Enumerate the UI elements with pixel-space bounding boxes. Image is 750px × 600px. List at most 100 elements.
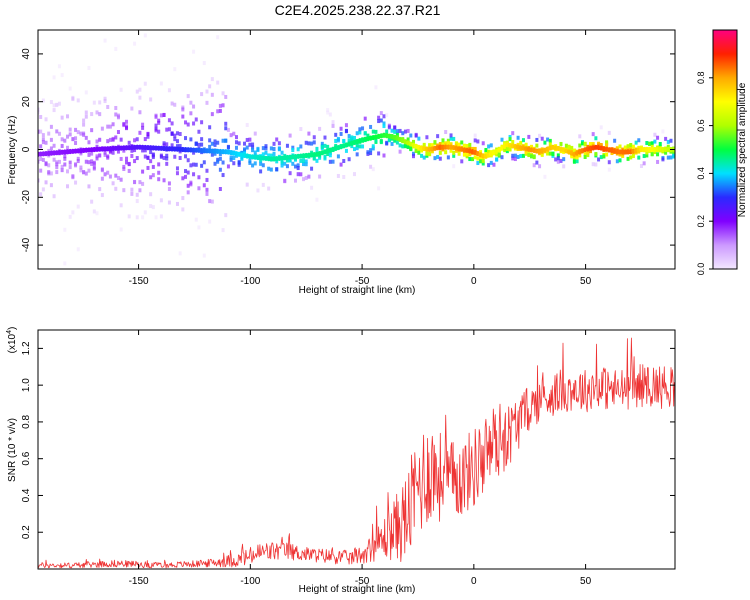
spectrogram-cell (395, 132, 399, 137)
spectrogram-cell (312, 156, 316, 161)
spectrogram-cell (310, 166, 314, 171)
spectrogram-cell (446, 155, 450, 160)
spectrogram-cell (167, 88, 171, 93)
spectrogram-cell (511, 139, 515, 144)
colorbar-tick-label: 0.0 (696, 263, 706, 276)
spectrogram-cell (175, 171, 179, 176)
spectrogram-cell (234, 145, 238, 150)
spectrogram-cell (90, 161, 94, 166)
spectrogram-cell (315, 146, 319, 151)
spectrogram-cell (626, 144, 630, 149)
snr-y-scale-factor: (x104) (6, 327, 18, 354)
spectrogram-cell (210, 141, 214, 146)
spectrogram-cell (52, 75, 56, 80)
spectrogram-cell (336, 154, 340, 159)
spectrogram-cell (476, 139, 480, 144)
spectrogram-cell (398, 143, 402, 148)
spectrogram-cell (267, 153, 271, 158)
spectrogram-cell (425, 153, 429, 158)
y-tick-label: 40 (21, 48, 32, 60)
spectrogram-cell (141, 215, 145, 220)
y-tick-label: -40 (21, 237, 32, 252)
spectrogram-cell (192, 172, 196, 177)
spectrogram-cell (420, 153, 424, 158)
spectrogram-cell (49, 100, 53, 105)
spectrogram-cell (216, 109, 220, 114)
spectrogram-cell (465, 144, 469, 149)
spectrogram-cell (202, 61, 206, 66)
spectrogram-cell (331, 120, 335, 125)
spectrogram-cell (548, 151, 552, 156)
spectrogram-cell (87, 65, 91, 70)
spectrogram-cell (291, 161, 295, 166)
spectrogram-cell (452, 150, 456, 155)
spectrogram-cell (248, 160, 252, 165)
spectrogram-cell (387, 138, 391, 143)
spectrogram-cell (216, 80, 220, 85)
spectrogram-cell (194, 117, 198, 122)
spectrogram-cell (133, 41, 137, 46)
spectrogram-cell (495, 157, 499, 162)
spectrogram-cell (277, 141, 281, 146)
spectrogram-cell (444, 130, 448, 135)
spectrogram-cell (438, 156, 442, 161)
spectrogram-cell (583, 141, 587, 146)
spectrogram-cell (229, 133, 233, 138)
spectrogram-cell (513, 153, 517, 158)
spectrogram-cell (186, 190, 190, 195)
spectrogram-cell (328, 150, 332, 155)
spectrogram-cell (200, 92, 204, 97)
spectrogram-cell (602, 154, 606, 159)
spectrogram-cell (98, 153, 102, 158)
spectrogram-cell (328, 112, 332, 117)
spectrogram-cell (417, 136, 421, 141)
spectrogram-cell (656, 152, 660, 157)
spectrogram-cell (481, 158, 485, 163)
spectrogram-cell (623, 145, 627, 150)
spectrogram-cell (318, 155, 322, 160)
spectrogram-cell (344, 129, 348, 134)
spectrogram-cell (363, 116, 367, 121)
spectrogram-cell (141, 125, 145, 130)
spectrogram-cell (629, 143, 633, 148)
spectrogram-cell (74, 136, 78, 141)
spectrogram-cell (527, 153, 531, 158)
spectrogram-cell (334, 138, 338, 143)
spectrogram-cell (339, 131, 343, 136)
spectrogram-cell (135, 156, 139, 161)
y-tick-label: 1.2 (21, 341, 32, 355)
spectrogram-cell (95, 139, 99, 144)
spectrogram-cell (47, 131, 51, 136)
spectrogram-cell (76, 247, 80, 252)
spectrogram-cell (76, 156, 80, 161)
spectrogram-cell (79, 131, 83, 136)
spectrogram-cell (385, 129, 389, 134)
spectrogram-cell (589, 149, 593, 154)
spectrogram-cell (197, 225, 201, 230)
spectrogram-cell (181, 207, 185, 212)
spectrogram-cell (60, 168, 64, 173)
spectrogram-cell (178, 144, 182, 149)
spectrogram-cell (390, 128, 394, 133)
spectrogram-cell (336, 138, 340, 143)
spectrogram-cell (302, 159, 306, 164)
spectrogram-cell (49, 124, 53, 129)
spectrogram-cell (138, 87, 142, 92)
spectrogram-cell (114, 173, 118, 178)
spectrogram-cell (74, 163, 78, 168)
snr-series-line (38, 337, 675, 569)
spectrogram-cell (495, 152, 499, 157)
spectrogram-cell (583, 154, 587, 159)
spectrogram-cell (100, 167, 104, 172)
spectrogram-cell (184, 169, 188, 174)
spectrogram-cell (570, 154, 574, 159)
spectrogram-cell (473, 133, 477, 138)
spectrogram-cell (189, 163, 193, 168)
spectrogram-cell (208, 144, 212, 149)
spectrogram-cell (57, 159, 61, 164)
spectrogram-cell (162, 155, 166, 160)
spectrogram-cell (213, 139, 217, 144)
spectrogram-cell (398, 149, 402, 154)
spectrogram-cell (41, 133, 45, 138)
